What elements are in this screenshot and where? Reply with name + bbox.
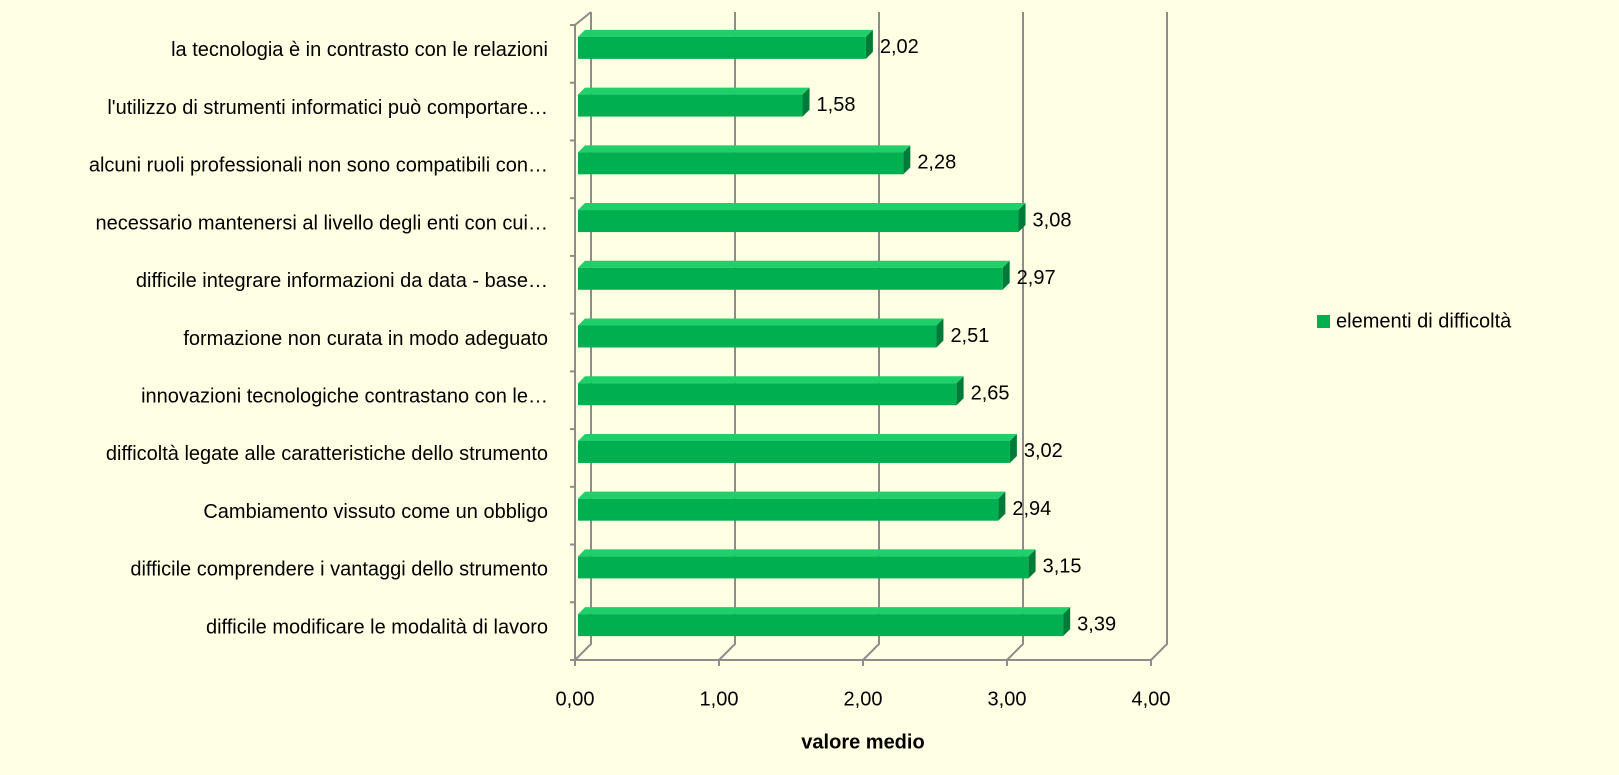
bar-side [802, 87, 810, 117]
bar [578, 325, 937, 348]
bar [578, 383, 957, 406]
bar [578, 614, 1064, 637]
y-tick-label: Cambiamento vissuto come un obbligo [203, 501, 548, 523]
legend-swatch [1317, 315, 1330, 328]
bar [578, 267, 1003, 290]
data-label: 2,97 [1017, 267, 1056, 289]
bar-top [578, 318, 944, 326]
bar [578, 152, 904, 175]
bar [578, 440, 1010, 463]
bar-top [578, 87, 810, 95]
bar [578, 556, 1029, 579]
x-tick-label: 1,00 [700, 688, 739, 710]
bar-side [1018, 203, 1026, 233]
bar-side [1028, 549, 1036, 579]
legend-label: elementi di difficoltà [1336, 310, 1512, 332]
bar [578, 36, 866, 59]
bar-top [578, 29, 873, 37]
data-label: 3,02 [1024, 440, 1063, 462]
bar-top [578, 376, 964, 384]
bar [578, 498, 999, 521]
bar-side [903, 145, 911, 175]
data-label: 2,51 [950, 325, 989, 347]
x-tick-label: 3,00 [988, 688, 1027, 710]
y-tick-label: difficile modificare le modalità di lavo… [206, 616, 548, 638]
y-tick-label: la tecnologia è in contrasto con le rela… [171, 39, 548, 61]
bar-side [1009, 433, 1017, 463]
y-tick-label: l'utilizzo di strumenti informatici può … [107, 97, 548, 119]
data-label: 2,28 [917, 152, 956, 174]
bar-side [1063, 607, 1071, 637]
bar-top [578, 607, 1071, 615]
data-label: 3,15 [1043, 556, 1082, 578]
bar-top [578, 145, 911, 153]
data-label: 3,08 [1033, 209, 1072, 231]
data-label: 1,58 [817, 94, 856, 116]
bar-side [1002, 260, 1010, 290]
y-tick-label: difficile comprendere i vantaggi dello s… [130, 559, 548, 581]
bar-side [936, 318, 944, 348]
y-tick-label: innovazioni tecnologiche contrastano con… [141, 386, 548, 408]
data-label: 3,39 [1077, 613, 1116, 635]
y-tick-label: difficile integrare informazioni da data… [136, 270, 548, 292]
bar-side [998, 491, 1006, 521]
bar-top [578, 491, 1006, 499]
data-label: 2,02 [880, 36, 919, 58]
bar-top [578, 260, 1010, 268]
bar-top [578, 203, 1026, 211]
x-axis-title: valore medio [801, 731, 924, 753]
y-tick-label: formazione non curata in modo adeguato [183, 328, 548, 350]
bar-top [578, 549, 1036, 557]
bar-top [578, 433, 1017, 441]
bar [578, 94, 803, 117]
y-tick-label: alcuni ruoli professionali non sono comp… [89, 155, 548, 177]
x-tick-label: 2,00 [844, 688, 883, 710]
bar-side [865, 29, 873, 59]
y-tick-label: necessario mantenersi al livello degli e… [96, 212, 548, 234]
bar [578, 210, 1019, 233]
grid-line [1150, 12, 1168, 661]
data-label: 2,94 [1012, 498, 1051, 520]
data-label: 2,65 [971, 383, 1010, 405]
x-tick-label: 4,00 [1132, 688, 1171, 710]
x-tick-label: 0,00 [556, 688, 595, 710]
y-tick-label: difficoltà legate alle caratteristiche d… [106, 443, 548, 465]
bar-side [956, 376, 964, 406]
